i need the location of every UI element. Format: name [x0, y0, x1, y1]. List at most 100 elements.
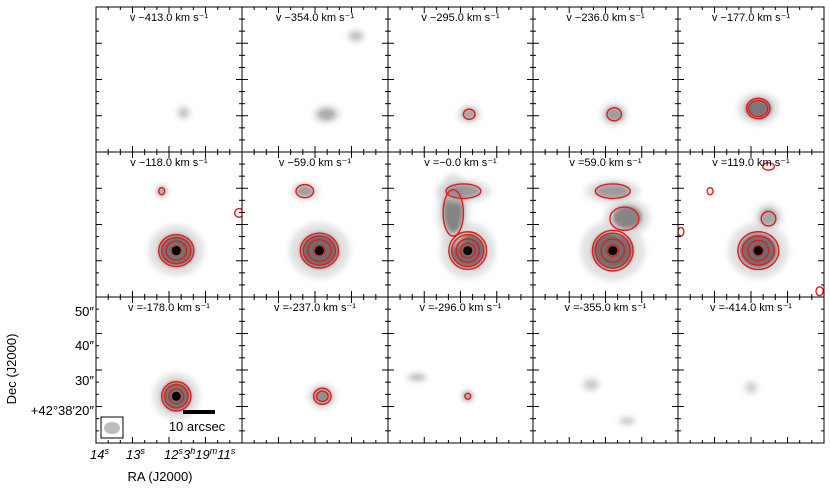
contour [448, 231, 488, 271]
y-tick-labels: 50″ 40″ 30″ +42°38′20″ [31, 304, 95, 418]
emission-layer [176, 105, 191, 120]
emission-blob [409, 374, 425, 381]
channel-panel: v −59.0 km s⁻¹ [241, 151, 389, 298]
velocity-label: v −354.0 km s⁻¹ [276, 12, 355, 24]
contour [609, 206, 640, 231]
emission-blob [746, 383, 756, 392]
contour [741, 235, 776, 266]
channel-panel: v =−0.0 km s⁻¹ [387, 151, 534, 298]
contour [160, 380, 192, 412]
emission-layer [312, 29, 366, 124]
channel-panel: v =-237.0 km s⁻¹ [241, 296, 389, 444]
velocity-label: v =-296.0 km s⁻¹ [420, 302, 502, 314]
contour [815, 286, 824, 297]
emission-layer [435, 172, 496, 279]
contour [600, 238, 626, 263]
contour [165, 240, 188, 261]
panel-background [96, 152, 242, 297]
contour [594, 183, 631, 200]
velocity-label: v =-178.0 km s⁻¹ [128, 302, 210, 314]
emission-layer [405, 372, 475, 404]
channel-panel: v =59.0 km s⁻¹ [532, 151, 679, 298]
contour [312, 387, 332, 406]
panel-background [533, 7, 678, 152]
emission-peak [171, 391, 181, 401]
panel-background [533, 297, 678, 443]
x-tick-label: 14s [90, 446, 109, 462]
contour [706, 186, 714, 196]
x-tick-labels: 14s 13s 12s3h19m11s [90, 446, 236, 462]
emission-blob [621, 418, 634, 425]
emission-blob [461, 108, 477, 121]
velocity-label: v =119.0 km s⁻¹ [712, 157, 790, 169]
contour [591, 229, 634, 272]
velocity-label: v −177.0 km s⁻¹ [712, 12, 791, 24]
emission-layer [308, 383, 337, 410]
panel-ticks [96, 152, 242, 297]
velocity-label: v =-355.0 km s⁻¹ [565, 302, 647, 314]
contour [606, 244, 620, 258]
velocity-label: v −413.0 km s⁻¹ [130, 12, 209, 24]
channel-panel: v −118.0 km s⁻¹ [95, 151, 243, 298]
velocity-label: v −59.0 km s⁻¹ [279, 157, 351, 169]
contour [234, 207, 242, 218]
contour [295, 183, 315, 199]
emission-layer [152, 372, 200, 420]
beam-ellipse [104, 422, 120, 434]
emission-blob [296, 185, 314, 197]
channel-panel: v −177.0 km s⁻¹ [677, 6, 825, 153]
beam-indicator [100, 416, 124, 439]
contour [312, 244, 326, 257]
beam-box [100, 416, 124, 439]
panel-frame [677, 296, 825, 444]
emission-peak [753, 246, 763, 256]
emission-layer [737, 92, 780, 125]
emission-peak [314, 246, 324, 256]
panel-background [678, 7, 824, 152]
contour [302, 235, 337, 266]
channel-panel: v −295.0 km s⁻¹ [387, 6, 534, 153]
contour [747, 239, 770, 262]
velocity-label: v −236.0 km s⁻¹ [566, 12, 645, 24]
emission-blob [595, 183, 631, 199]
y-tick-label: +42°38′20″ [31, 403, 95, 418]
x-tick-label: 13s [126, 446, 145, 462]
scale-bar: 10 arcsec [169, 410, 226, 434]
y-tick-label: 40″ [75, 338, 94, 353]
contour [464, 392, 472, 400]
contour [737, 231, 780, 271]
x-tick-label: 12s3h19m11s [164, 446, 236, 462]
panel-background [678, 297, 824, 443]
contour [315, 390, 329, 403]
emission-blob [179, 108, 188, 118]
contour [752, 244, 765, 257]
velocity-label: v =59.0 km s⁻¹ [569, 157, 641, 169]
velocity-label: v =−0.0 km s⁻¹ [424, 157, 497, 169]
emission-peak [608, 246, 618, 256]
y-axis-title: Dec (J2000) [4, 334, 19, 405]
emission-layer [600, 102, 629, 126]
contour [748, 99, 769, 118]
velocity-label: v −118.0 km s⁻¹ [130, 157, 208, 169]
contour [307, 239, 332, 263]
emission-layer [289, 181, 350, 279]
scale-bar-label: 10 arcsec [169, 419, 226, 434]
panel-background [388, 297, 533, 443]
emission-blob [446, 183, 481, 199]
emission-peak [463, 246, 473, 256]
emission-layer [457, 105, 481, 124]
channel-panel: v =-296.0 km s⁻¹ [387, 296, 534, 444]
channel-panels: v −413.0 km s⁻¹ v −354.0 km s⁻¹ v −295.0 k… [95, 6, 825, 444]
channel-panel: v −413.0 km s⁻¹ [95, 6, 243, 153]
velocity-label: v =-414.0 km s⁻¹ [710, 302, 792, 314]
velocity-label: v =-237.0 km s⁻¹ [274, 302, 356, 314]
emission-layer [678, 162, 824, 297]
contour [442, 188, 465, 237]
panel-ticks [533, 152, 678, 297]
emission-blob [585, 380, 597, 389]
contour [158, 233, 195, 268]
contour [761, 162, 776, 171]
x-axis-title: RA (J2000) [127, 469, 192, 484]
emission-peak [171, 246, 181, 256]
